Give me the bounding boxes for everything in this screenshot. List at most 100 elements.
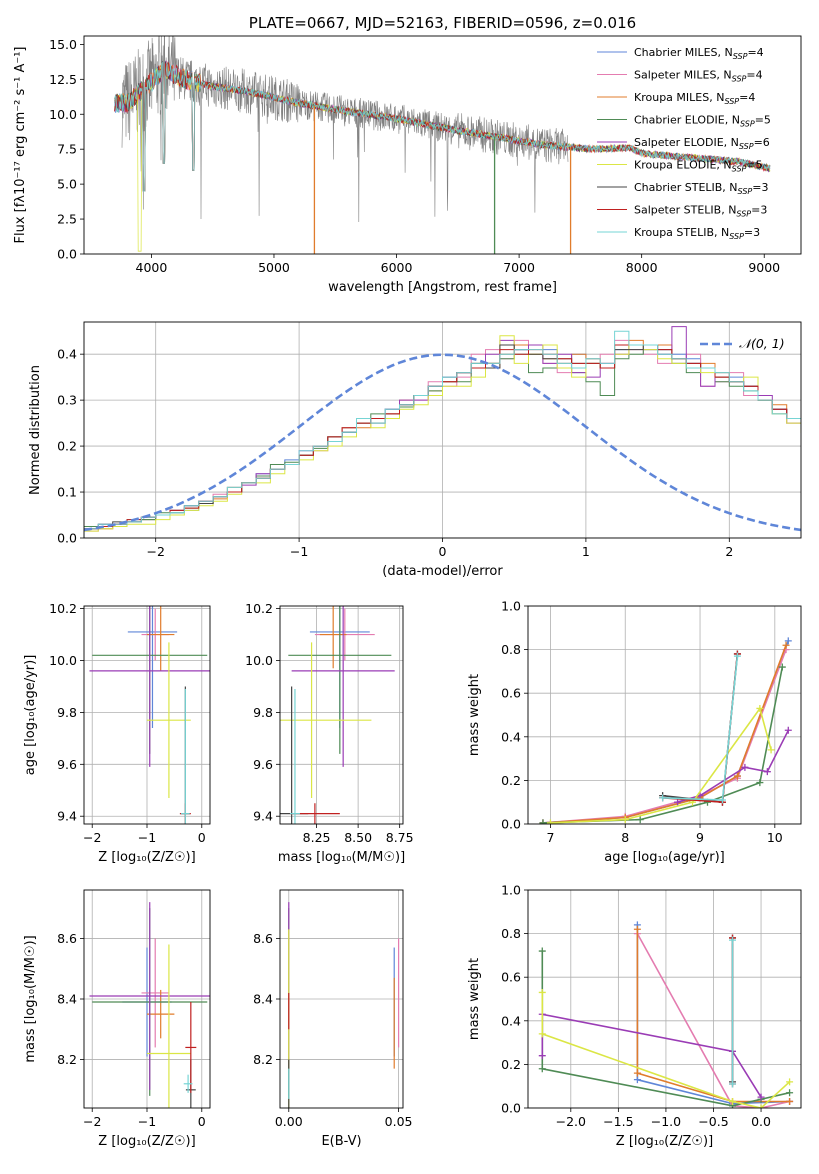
x-tick-label: 5000 bbox=[258, 260, 290, 275]
y-tick-label: 9.6 bbox=[57, 757, 77, 772]
weight-point-marker bbox=[784, 637, 792, 645]
y-tick-label: 0.6 bbox=[501, 970, 521, 985]
weight-point-marker bbox=[741, 763, 749, 771]
plot-area-massweight_vs_age bbox=[528, 606, 801, 824]
weight-point-marker bbox=[756, 704, 764, 712]
y-axis-label: Flux [fλ10⁻¹⁷ erg cm⁻² s⁻¹ A⁻¹] bbox=[13, 47, 28, 244]
legend-label-suffix: =5 bbox=[755, 114, 771, 127]
y-tick-label: 9.6 bbox=[253, 757, 273, 772]
y-tick-label: 8.6 bbox=[253, 931, 273, 946]
y-tick-label: 15.0 bbox=[49, 37, 77, 52]
weight-point-marker bbox=[778, 663, 786, 671]
x-tick-label: −1 bbox=[138, 830, 156, 845]
weight-point-marker bbox=[538, 1030, 546, 1038]
legend-label-suffix: =4 bbox=[747, 46, 763, 59]
y-tick-label: 10.0 bbox=[49, 107, 77, 122]
y-axis-label: age [log₁₀(age/yr)] bbox=[23, 655, 38, 776]
y-tick-label: 0.4 bbox=[501, 1013, 521, 1028]
x-tick-label: 8.50 bbox=[344, 830, 372, 845]
y-tick-label: 0.8 bbox=[501, 926, 521, 941]
axes-frame bbox=[527, 605, 802, 825]
y-tick-label: 0.0 bbox=[501, 817, 521, 832]
legend-label-sub: SSP bbox=[733, 52, 748, 61]
legend-label-suffix: =5 bbox=[746, 159, 762, 172]
legend-label-prefix: Kroupa MILES, N bbox=[634, 91, 724, 104]
y-tick-label: 9.4 bbox=[57, 809, 77, 824]
legend-label: Kroupa ELODIE, NSSP=5 bbox=[634, 159, 763, 174]
plot-area-spectrum bbox=[114, 36, 771, 254]
weight-point-marker bbox=[733, 652, 741, 660]
weight-point-marker bbox=[786, 1089, 794, 1097]
weight-point-marker bbox=[539, 819, 547, 824]
weight-point-marker bbox=[729, 936, 737, 944]
plot-area-age_vs_Z bbox=[84, 606, 210, 824]
axes-frame bbox=[527, 889, 802, 1109]
y-tick-label: 5.0 bbox=[57, 177, 77, 192]
weight-point-marker bbox=[718, 796, 726, 804]
y-tick-label: 0.2 bbox=[57, 439, 77, 454]
y-tick-label: 8.2 bbox=[57, 1052, 77, 1067]
legend-label: Chabrier STELIB, NSSP=3 bbox=[634, 181, 768, 196]
x-tick-label: −1 bbox=[290, 544, 308, 559]
x-tick-label: −2.0 bbox=[556, 1114, 586, 1129]
legend-label-sub: SSP bbox=[732, 75, 747, 84]
x-tick-label: −2 bbox=[83, 1114, 101, 1129]
legend-label-sub: SSP bbox=[732, 165, 747, 174]
x-tick-label: 7 bbox=[546, 830, 554, 845]
x-tick-label: −1.5 bbox=[603, 1114, 633, 1129]
y-axis-label: Normed distribution bbox=[28, 365, 43, 495]
legend-label: Chabrier ELODIE, NSSP=5 bbox=[634, 114, 771, 129]
y-tick-label: 0.6 bbox=[501, 686, 521, 701]
y-tick-label: 10.2 bbox=[245, 601, 273, 616]
axes-age_vs_mass: 8.25 8.50 8.75 9.4 9.6 9.8 10.0 10.2 mass [log₁₀… bbox=[245, 601, 413, 865]
weight-point-marker bbox=[674, 798, 682, 806]
x-tick-label: 8.25 bbox=[303, 830, 331, 845]
x-tick-label: 9 bbox=[696, 830, 704, 845]
y-tick-label: 1.0 bbox=[501, 883, 521, 898]
plot-area-residuals bbox=[84, 322, 801, 538]
y-tick-label: 8.6 bbox=[57, 931, 77, 946]
x-tick-label: 0 bbox=[198, 1114, 206, 1129]
x-tick-label: 0.0 bbox=[751, 1114, 771, 1129]
axes-frame bbox=[83, 35, 802, 255]
y-tick-label: 0.3 bbox=[57, 393, 77, 408]
legend-label-sub: SSP bbox=[736, 210, 751, 219]
axes-age_vs_Z: −2 −1 0 9.4 9.6 9.8 10.0 10.2 Z [log₁₀(Z/Z☉)] age… bbox=[23, 601, 211, 865]
y-tick-label: 0.4 bbox=[57, 347, 77, 362]
axes-frame bbox=[279, 605, 404, 825]
legend-label-prefix: Salpeter STELIB, N bbox=[634, 204, 736, 217]
y-tick-label: 0.2 bbox=[501, 1057, 521, 1072]
legend-label-prefix: Salpeter ELODIE, N bbox=[634, 136, 739, 149]
weight-point-marker bbox=[729, 1097, 737, 1105]
weight-point-marker bbox=[756, 779, 764, 787]
x-tick-label: −2 bbox=[83, 830, 101, 845]
weight-point-marker bbox=[757, 1104, 765, 1108]
y-tick-label: 1.0 bbox=[501, 599, 521, 614]
x-tick-label: −0.5 bbox=[698, 1114, 728, 1129]
legend-label: Chabrier MILES, NSSP=4 bbox=[634, 46, 764, 61]
chart-title: PLATE=0667, MJD=52163, FIBERID=0596, z=0… bbox=[249, 14, 636, 32]
weight-point-marker bbox=[659, 794, 667, 802]
legend-label-suffix: =4 bbox=[746, 69, 762, 82]
y-tick-label: 0.8 bbox=[501, 642, 521, 657]
legend-label-prefix: Kroupa ELODIE, N bbox=[634, 159, 732, 172]
legend-label-prefix: Chabrier STELIB, N bbox=[634, 181, 738, 194]
legend-label-suffix: =3 bbox=[752, 181, 768, 194]
normal-reference-curve bbox=[84, 353, 801, 532]
x-tick-label: 1 bbox=[582, 544, 590, 559]
legend-label-suffix: =4 bbox=[739, 91, 755, 104]
legend-label-prefix: Salpeter MILES, N bbox=[634, 69, 732, 82]
model-spectrum-line bbox=[114, 61, 771, 192]
x-tick-label: 0.05 bbox=[385, 1114, 413, 1129]
y-tick-label: 2.5 bbox=[57, 212, 77, 227]
plot-area-mass_vs_EBV bbox=[280, 890, 403, 1108]
x-axis-label: Z [log₁₀(Z/Z☉)] bbox=[616, 1134, 713, 1149]
axes-mass_vs_EBV: 0.00 0.05 8.2 8.4 8.6 E(B-V) bbox=[253, 889, 413, 1149]
x-tick-label: −1 bbox=[138, 1114, 156, 1129]
y-tick-label: 8.4 bbox=[253, 992, 273, 1007]
weight-point-marker bbox=[633, 925, 641, 933]
legend-label-sub: SSP bbox=[729, 232, 744, 241]
y-tick-label: 10.0 bbox=[245, 653, 273, 668]
legend-label-prefix: Chabrier ELODIE, N bbox=[634, 114, 740, 127]
